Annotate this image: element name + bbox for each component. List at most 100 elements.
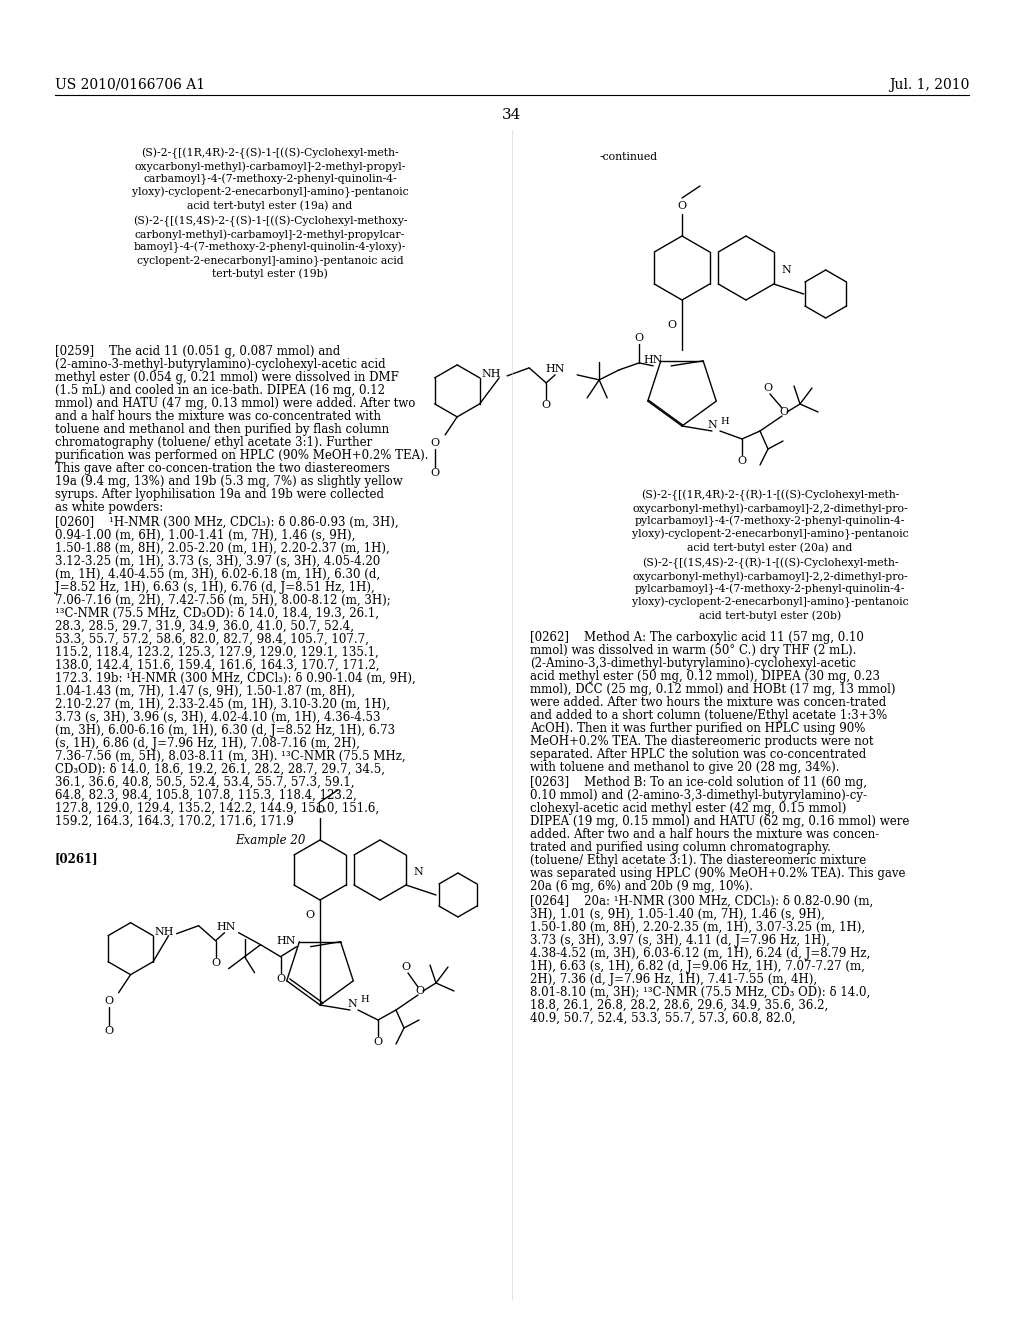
Text: 7.06-7.16 (m, 2H), 7.42-7.56 (m, 5H), 8.00-8.12 (m, 3H);: 7.06-7.16 (m, 2H), 7.42-7.56 (m, 5H), 8.… xyxy=(55,594,391,607)
Text: US 2010/0166706 A1: US 2010/0166706 A1 xyxy=(55,78,205,92)
Text: (toluene/ Ethyl acetate 3:1). The diastereomeric mixture: (toluene/ Ethyl acetate 3:1). The diaste… xyxy=(530,854,866,867)
Text: H: H xyxy=(720,417,729,425)
Text: 40.9, 50.7, 52.4, 53.3, 55.7, 57.3, 60.8, 82.0,: 40.9, 50.7, 52.4, 53.3, 55.7, 57.3, 60.8… xyxy=(530,1012,796,1026)
Text: [0262]    Method A: The carboxylic acid 11 (57 mg, 0.10: [0262] Method A: The carboxylic acid 11 … xyxy=(530,631,864,644)
Text: bamoyl}-4-(7-methoxy-2-phenyl-quinolin-4-yloxy)-: bamoyl}-4-(7-methoxy-2-phenyl-quinolin-4… xyxy=(134,242,407,253)
Text: [0264]    20a: ¹H-NMR (300 MHz, CDCl₃): δ 0.82-0.90 (m,: [0264] 20a: ¹H-NMR (300 MHz, CDCl₃): δ 0… xyxy=(530,895,873,908)
Text: 2.10-2.27 (m, 1H), 2.33-2.45 (m, 1H), 3.10-3.20 (m, 1H),: 2.10-2.27 (m, 1H), 2.33-2.45 (m, 1H), 3.… xyxy=(55,698,390,711)
Text: 138.0, 142.4, 151.6, 159.4, 161.6, 164.3, 170.7, 171.2,: 138.0, 142.4, 151.6, 159.4, 161.6, 164.3… xyxy=(55,659,380,672)
Text: O: O xyxy=(104,995,113,1006)
Text: DIPEA (19 mg, 0.15 mmol) and HATU (62 mg, 0.16 mmol) were: DIPEA (19 mg, 0.15 mmol) and HATU (62 mg… xyxy=(530,814,909,828)
Text: [0263]    Method B: To an ice-cold solution of 11 (60 mg,: [0263] Method B: To an ice-cold solution… xyxy=(530,776,867,789)
Text: O: O xyxy=(211,958,220,968)
Text: 2H), 7.36 (d, J=7.96 Hz, 1H), 7.41-7.55 (m, 4H),: 2H), 7.36 (d, J=7.96 Hz, 1H), 7.41-7.55 … xyxy=(530,973,817,986)
Text: HN: HN xyxy=(546,364,565,374)
Text: [0261]: [0261] xyxy=(55,851,98,865)
Text: NH: NH xyxy=(155,927,174,937)
Text: was separated using HPLC (90% MeOH+0.2% TEA). This gave: was separated using HPLC (90% MeOH+0.2% … xyxy=(530,867,905,880)
Text: 3H), 1.01 (s, 9H), 1.05-1.40 (m, 7H), 1.46 (s, 9H),: 3H), 1.01 (s, 9H), 1.05-1.40 (m, 7H), 1.… xyxy=(530,908,825,921)
Text: mmol) was dissolved in warm (50° C.) dry THF (2 mL).: mmol) was dissolved in warm (50° C.) dry… xyxy=(530,644,856,657)
Text: N: N xyxy=(413,867,423,876)
Text: N: N xyxy=(347,999,357,1008)
Text: 3.12-3.25 (m, 1H), 3.73 (s, 3H), 3.97 (s, 3H), 4.05-4.20: 3.12-3.25 (m, 1H), 3.73 (s, 3H), 3.97 (s… xyxy=(55,554,380,568)
Text: acid tert-butyl ester (19a) and: acid tert-butyl ester (19a) and xyxy=(187,201,352,211)
Text: (s, 1H), 6.86 (d, J=7.96 Hz, 1H), 7.08-7.16 (m, 2H),: (s, 1H), 6.86 (d, J=7.96 Hz, 1H), 7.08-7… xyxy=(55,737,359,750)
Text: as white powders:: as white powders: xyxy=(55,502,163,513)
Text: O: O xyxy=(416,986,425,997)
Text: clohexyl-acetic acid methyl ester (42 mg, 0.15 mmol): clohexyl-acetic acid methyl ester (42 mg… xyxy=(530,803,847,814)
Text: (S)-2-{[(1S,4S)-2-{(S)-1-[((S)-Cyclohexyl-methoxy-: (S)-2-{[(1S,4S)-2-{(S)-1-[((S)-Cyclohexy… xyxy=(133,216,408,227)
Text: O: O xyxy=(305,909,314,920)
Text: yloxy)-cyclopent-2-enecarbonyl]-amino}-pentanoic: yloxy)-cyclopent-2-enecarbonyl]-amino}-p… xyxy=(132,187,409,198)
Text: 1H), 6.63 (s, 1H), 6.82 (d, J=9.06 Hz, 1H), 7.07-7.27 (m,: 1H), 6.63 (s, 1H), 6.82 (d, J=9.06 Hz, 1… xyxy=(530,960,865,973)
Text: and a half hours the mixture was co-concentrated with: and a half hours the mixture was co-conc… xyxy=(55,411,381,422)
Text: mmol), DCC (25 mg, 0.12 mmol) and HOBt (17 mg, 13 mmol): mmol), DCC (25 mg, 0.12 mmol) and HOBt (… xyxy=(530,682,896,696)
Text: CD₃OD): δ 14.0, 18.6, 19.2, 26.1, 28.2, 28.7, 29.7, 34.5,: CD₃OD): δ 14.0, 18.6, 19.2, 26.1, 28.2, … xyxy=(55,763,385,776)
Text: 20a (6 mg, 6%) and 20b (9 mg, 10%).: 20a (6 mg, 6%) and 20b (9 mg, 10%). xyxy=(530,880,753,894)
Text: 36.1, 36.6, 40.8, 50.5, 52.4, 53.4, 55.7, 57.3, 59.1,: 36.1, 36.6, 40.8, 50.5, 52.4, 53.4, 55.7… xyxy=(55,776,354,789)
Text: (S)-2-{[(1R,4R)-2-{(S)-1-[((S)-Cyclohexyl-meth-: (S)-2-{[(1R,4R)-2-{(S)-1-[((S)-Cyclohexy… xyxy=(141,148,398,160)
Text: methyl ester (0.054 g, 0.21 mmol) were dissolved in DMF: methyl ester (0.054 g, 0.21 mmol) were d… xyxy=(55,371,399,384)
Text: H: H xyxy=(360,995,369,1005)
Text: 3.73 (s, 3H), 3.97 (s, 3H), 4.11 (d, J=7.96 Hz, 1H),: 3.73 (s, 3H), 3.97 (s, 3H), 4.11 (d, J=7… xyxy=(530,935,829,946)
Text: pylcarbamoyl}-4-(7-methoxy-2-phenyl-quinolin-4-: pylcarbamoyl}-4-(7-methoxy-2-phenyl-quin… xyxy=(635,583,905,595)
Text: O: O xyxy=(779,407,788,417)
Text: -continued: -continued xyxy=(600,152,658,162)
Text: MeOH+0.2% TEA. The diastereomeric products were not: MeOH+0.2% TEA. The diastereomeric produc… xyxy=(530,735,873,748)
Text: HN: HN xyxy=(217,921,237,932)
Text: O: O xyxy=(668,319,677,330)
Text: (m, 3H), 6.00-6.16 (m, 1H), 6.30 (d, J=8.52 Hz, 1H), 6.73: (m, 3H), 6.00-6.16 (m, 1H), 6.30 (d, J=8… xyxy=(55,723,395,737)
Text: tert-butyl ester (19b): tert-butyl ester (19b) xyxy=(212,268,328,279)
Text: 159.2, 164.3, 164.3, 170.2, 171.6, 171.9: 159.2, 164.3, 164.3, 170.2, 171.6, 171.9 xyxy=(55,814,294,828)
Text: 1.50-1.80 (m, 8H), 2.20-2.35 (m, 1H), 3.07-3.25 (m, 1H),: 1.50-1.80 (m, 8H), 2.20-2.35 (m, 1H), 3.… xyxy=(530,921,865,935)
Text: O: O xyxy=(542,400,551,411)
Text: NH: NH xyxy=(481,368,501,379)
Text: (2-Amino-3,3-dimethyl-butyrylamino)-cyclohexyl-acetic: (2-Amino-3,3-dimethyl-butyrylamino)-cycl… xyxy=(530,657,856,671)
Text: separated. After HPLC the solution was co-concentrated: separated. After HPLC the solution was c… xyxy=(530,748,866,762)
Text: with toluene and methanol to give 20 (28 mg, 34%).: with toluene and methanol to give 20 (28… xyxy=(530,762,840,774)
Text: (2-amino-3-methyl-butyrylamino)-cyclohexyl-acetic acid: (2-amino-3-methyl-butyrylamino)-cyclohex… xyxy=(55,358,386,371)
Text: cyclopent-2-enecarbonyl]-amino}-pentanoic acid: cyclopent-2-enecarbonyl]-amino}-pentanoi… xyxy=(136,255,403,265)
Text: chromatography (toluene/ ethyl acetate 3:1). Further: chromatography (toluene/ ethyl acetate 3… xyxy=(55,436,373,449)
Text: (m, 1H), 4.40-4.55 (m, 3H), 6.02-6.18 (m, 1H), 6.30 (d,: (m, 1H), 4.40-4.55 (m, 3H), 6.02-6.18 (m… xyxy=(55,568,380,581)
Text: 18.8, 26.1, 26.8, 28.2, 28.6, 29.6, 34.9, 35.6, 36.2,: 18.8, 26.1, 26.8, 28.2, 28.6, 29.6, 34.9… xyxy=(530,999,828,1012)
Text: 3.73 (s, 3H), 3.96 (s, 3H), 4.02-4.10 (m, 1H), 4.36-4.53: 3.73 (s, 3H), 3.96 (s, 3H), 4.02-4.10 (m… xyxy=(55,711,381,723)
Text: 28.3, 28.5, 29.7, 31.9, 34.9, 36.0, 41.0, 50.7, 52.4,: 28.3, 28.5, 29.7, 31.9, 34.9, 36.0, 41.0… xyxy=(55,620,354,634)
Text: HN: HN xyxy=(276,936,296,945)
Text: yloxy)-cyclopent-2-enecarbonyl]-amino}-pentanoic: yloxy)-cyclopent-2-enecarbonyl]-amino}-p… xyxy=(632,529,908,540)
Text: (1.5 mL) and cooled in an ice-bath. DIPEA (16 mg, 0.12: (1.5 mL) and cooled in an ice-bath. DIPE… xyxy=(55,384,385,397)
Text: syrups. After lyophilisation 19a and 19b were collected: syrups. After lyophilisation 19a and 19b… xyxy=(55,488,384,502)
Text: O: O xyxy=(764,383,772,393)
Text: O: O xyxy=(401,962,411,972)
Text: 7.36-7.56 (m, 5H), 8.03-8.11 (m, 3H). ¹³C-NMR (75.5 MHz,: 7.36-7.56 (m, 5H), 8.03-8.11 (m, 3H). ¹³… xyxy=(55,750,406,763)
Text: trated and purified using column chromatography.: trated and purified using column chromat… xyxy=(530,841,830,854)
Text: and added to a short column (toluene/Ethyl acetate 1:3+3%: and added to a short column (toluene/Eth… xyxy=(530,709,887,722)
Text: purification was performed on HPLC (90% MeOH+0.2% TEA).: purification was performed on HPLC (90% … xyxy=(55,449,428,462)
Text: oxycarbonyl-methyl)-carbamoyl]-2-methyl-propyl-: oxycarbonyl-methyl)-carbamoyl]-2-methyl-… xyxy=(134,161,406,172)
Text: O: O xyxy=(431,438,439,447)
Text: O: O xyxy=(431,467,439,478)
Text: added. After two and a half hours the mixture was concen-: added. After two and a half hours the mi… xyxy=(530,828,880,841)
Text: 115.2, 118.4, 123.2, 125.3, 127.9, 129.0, 129.1, 135.1,: 115.2, 118.4, 123.2, 125.3, 127.9, 129.0… xyxy=(55,645,379,659)
Text: 8.01-8.10 (m, 3H); ¹³C-NMR (75.5 MHz, CD₃ OD): δ 14.0,: 8.01-8.10 (m, 3H); ¹³C-NMR (75.5 MHz, CD… xyxy=(530,986,870,999)
Text: ¹³C-NMR (75.5 MHz, CD₃OD): δ 14.0, 18.4, 19.3, 26.1,: ¹³C-NMR (75.5 MHz, CD₃OD): δ 14.0, 18.4,… xyxy=(55,607,379,620)
Text: O: O xyxy=(737,455,746,466)
Text: O: O xyxy=(276,974,285,983)
Text: mmol) and HATU (47 mg, 0.13 mmol) were added. After two: mmol) and HATU (47 mg, 0.13 mmol) were a… xyxy=(55,397,416,411)
Text: O: O xyxy=(374,1038,383,1047)
Text: acid methyl ester (50 mg, 0.12 mmol), DIPEA (30 mg, 0.23: acid methyl ester (50 mg, 0.12 mmol), DI… xyxy=(530,671,880,682)
Text: 34: 34 xyxy=(503,108,521,121)
Text: oxycarbonyl-methyl)-carbamoyl]-2,2-dimethyl-pro-: oxycarbonyl-methyl)-carbamoyl]-2,2-dimet… xyxy=(632,503,908,513)
Text: 19a (9.4 mg, 13%) and 19b (5.3 mg, 7%) as slightly yellow: 19a (9.4 mg, 13%) and 19b (5.3 mg, 7%) a… xyxy=(55,475,402,488)
Text: carbamoyl}-4-(7-methoxy-2-phenyl-quinolin-4-: carbamoyl}-4-(7-methoxy-2-phenyl-quinoli… xyxy=(143,174,397,185)
Text: 64.8, 82.3, 98.4, 105.8, 107.8, 115.3, 118.4, 123.2,: 64.8, 82.3, 98.4, 105.8, 107.8, 115.3, 1… xyxy=(55,789,356,803)
Text: were added. After two hours the mixture was concen-trated: were added. After two hours the mixture … xyxy=(530,696,886,709)
Text: 0.94-1.00 (m, 6H), 1.00-1.41 (m, 7H), 1.46 (s, 9H),: 0.94-1.00 (m, 6H), 1.00-1.41 (m, 7H), 1.… xyxy=(55,529,355,543)
Text: N: N xyxy=(708,420,717,430)
Text: 1.04-1.43 (m, 7H), 1.47 (s, 9H), 1.50-1.87 (m, 8H),: 1.04-1.43 (m, 7H), 1.47 (s, 9H), 1.50-1.… xyxy=(55,685,355,698)
Text: O: O xyxy=(104,1026,113,1036)
Text: yloxy)-cyclopent-2-enecarbonyl]-amino}-pentanoic: yloxy)-cyclopent-2-enecarbonyl]-amino}-p… xyxy=(632,597,908,609)
Text: O: O xyxy=(635,333,644,343)
Text: 127.8, 129.0, 129.4, 135.2, 142.2, 144.9, 151.0, 151.6,: 127.8, 129.0, 129.4, 135.2, 142.2, 144.9… xyxy=(55,803,379,814)
Text: carbonyl-methyl)-carbamoyl]-2-methyl-propylcar-: carbonyl-methyl)-carbamoyl]-2-methyl-pro… xyxy=(135,228,406,239)
